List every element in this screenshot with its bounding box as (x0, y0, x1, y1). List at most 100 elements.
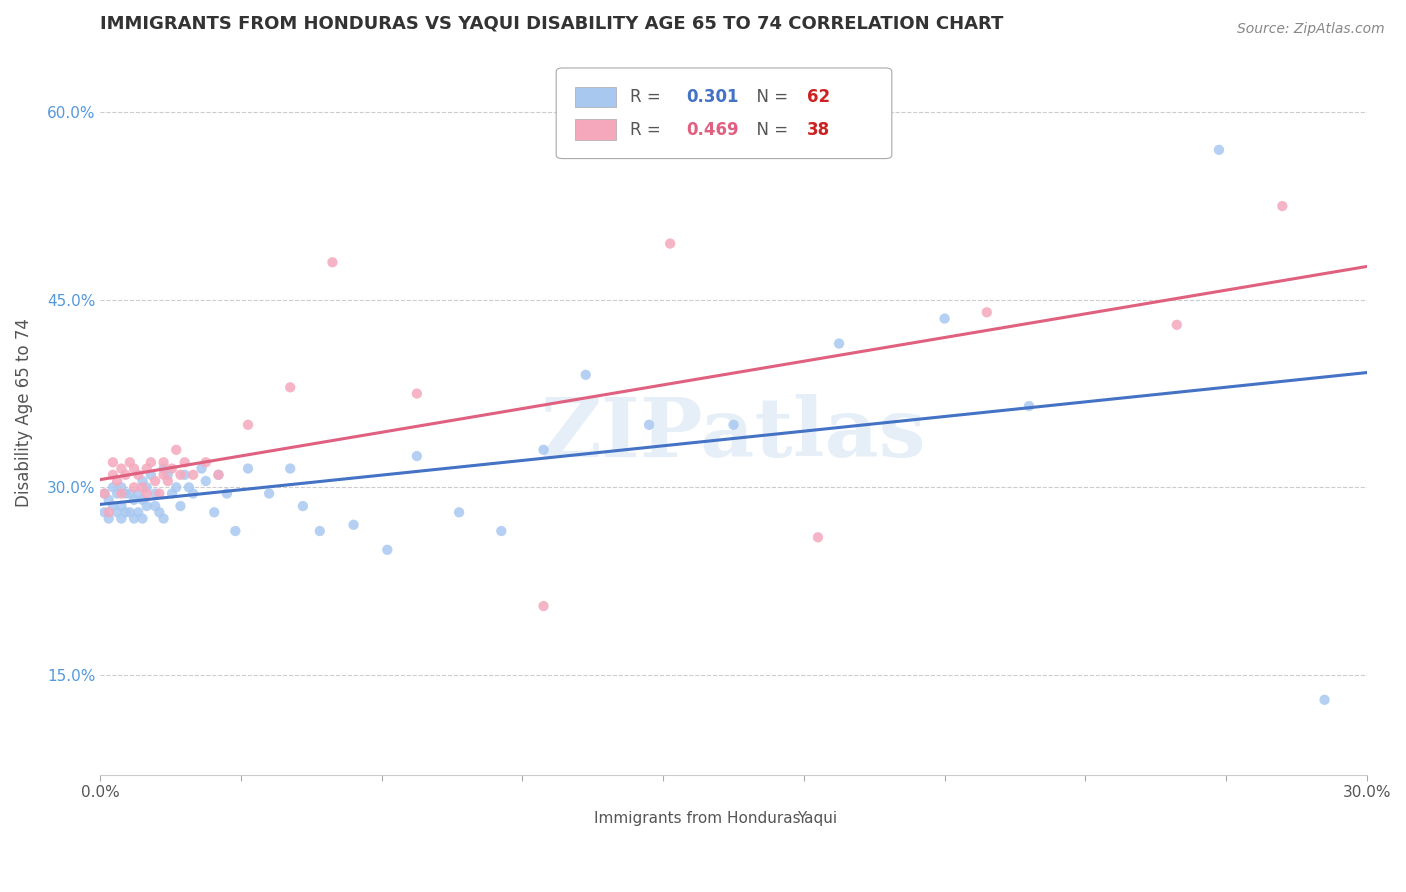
Point (105, 486, 128, 500)
Point (122, 511, 145, 525)
Point (143, 474, 166, 488)
Text: 62: 62 (807, 88, 830, 106)
Point (101, 467, 124, 482)
Point (127, 505, 149, 519)
Point (152, 467, 174, 482)
Point (160, 486, 183, 500)
Point (93, 505, 115, 519)
Point (215, 486, 238, 500)
Point (202, 505, 225, 519)
Text: R =: R = (630, 120, 665, 138)
FancyBboxPatch shape (557, 811, 583, 827)
Point (342, 517, 364, 532)
Point (194, 474, 217, 488)
Point (165, 480, 187, 494)
Point (110, 486, 132, 500)
Point (114, 505, 136, 519)
Point (122, 480, 145, 494)
Point (236, 461, 259, 475)
Point (127, 486, 149, 500)
Point (152, 511, 174, 525)
Point (118, 505, 141, 519)
Y-axis label: Disability Age 65 to 74: Disability Age 65 to 74 (15, 318, 32, 507)
Text: Immigrants from Honduras: Immigrants from Honduras (595, 811, 801, 826)
Point (169, 499, 191, 513)
Point (1313, 693, 1336, 707)
Point (101, 499, 124, 513)
Point (575, 368, 598, 382)
Point (156, 474, 179, 488)
Point (139, 455, 162, 469)
Point (105, 505, 128, 519)
FancyBboxPatch shape (557, 68, 891, 159)
Point (207, 467, 229, 482)
Point (190, 461, 212, 475)
Point (291, 499, 314, 513)
Point (97, 505, 120, 519)
Point (105, 474, 128, 488)
Point (143, 499, 166, 513)
Point (321, 255, 343, 269)
Point (1018, 399, 1040, 413)
Point (533, 599, 555, 613)
Point (135, 486, 157, 500)
Point (135, 480, 157, 494)
Point (139, 467, 162, 482)
Point (110, 480, 132, 494)
Point (1208, 143, 1230, 157)
Point (976, 305, 998, 319)
Point (659, 236, 682, 251)
Point (118, 455, 141, 469)
Text: 0.301: 0.301 (686, 88, 740, 106)
Point (110, 511, 132, 525)
Text: 38: 38 (807, 120, 830, 138)
Point (224, 524, 246, 538)
Point (131, 511, 153, 525)
Point (101, 455, 124, 469)
Point (101, 480, 124, 494)
Point (110, 499, 132, 513)
Text: N =: N = (747, 88, 793, 106)
Point (278, 380, 301, 394)
Point (177, 480, 200, 494)
Point (131, 480, 153, 494)
Text: Yaqui: Yaqui (797, 811, 837, 826)
Point (93, 486, 115, 500)
Point (118, 486, 141, 500)
Point (257, 486, 280, 500)
Point (278, 461, 301, 475)
Point (181, 467, 204, 482)
Point (97, 511, 120, 525)
Point (236, 417, 259, 432)
Point (173, 455, 195, 469)
Text: N =: N = (747, 120, 793, 138)
Point (169, 467, 191, 482)
Point (194, 455, 217, 469)
Point (723, 417, 745, 432)
Point (110, 461, 132, 475)
Point (1271, 199, 1294, 213)
Point (207, 467, 229, 482)
Point (828, 336, 851, 351)
Point (156, 467, 179, 482)
Point (375, 542, 398, 557)
Point (405, 386, 427, 401)
Point (148, 505, 170, 519)
Point (1166, 318, 1188, 332)
Point (405, 449, 427, 463)
Point (165, 442, 187, 457)
FancyBboxPatch shape (575, 120, 616, 140)
Text: Source: ZipAtlas.com: Source: ZipAtlas.com (1237, 22, 1385, 37)
Point (114, 486, 136, 500)
Point (122, 492, 145, 507)
Point (807, 530, 830, 544)
Point (638, 417, 661, 432)
FancyBboxPatch shape (759, 811, 787, 827)
Point (114, 467, 136, 482)
Point (934, 311, 956, 326)
Point (135, 499, 157, 513)
Point (160, 461, 183, 475)
Point (173, 467, 195, 482)
Point (152, 461, 174, 475)
Point (148, 486, 170, 500)
